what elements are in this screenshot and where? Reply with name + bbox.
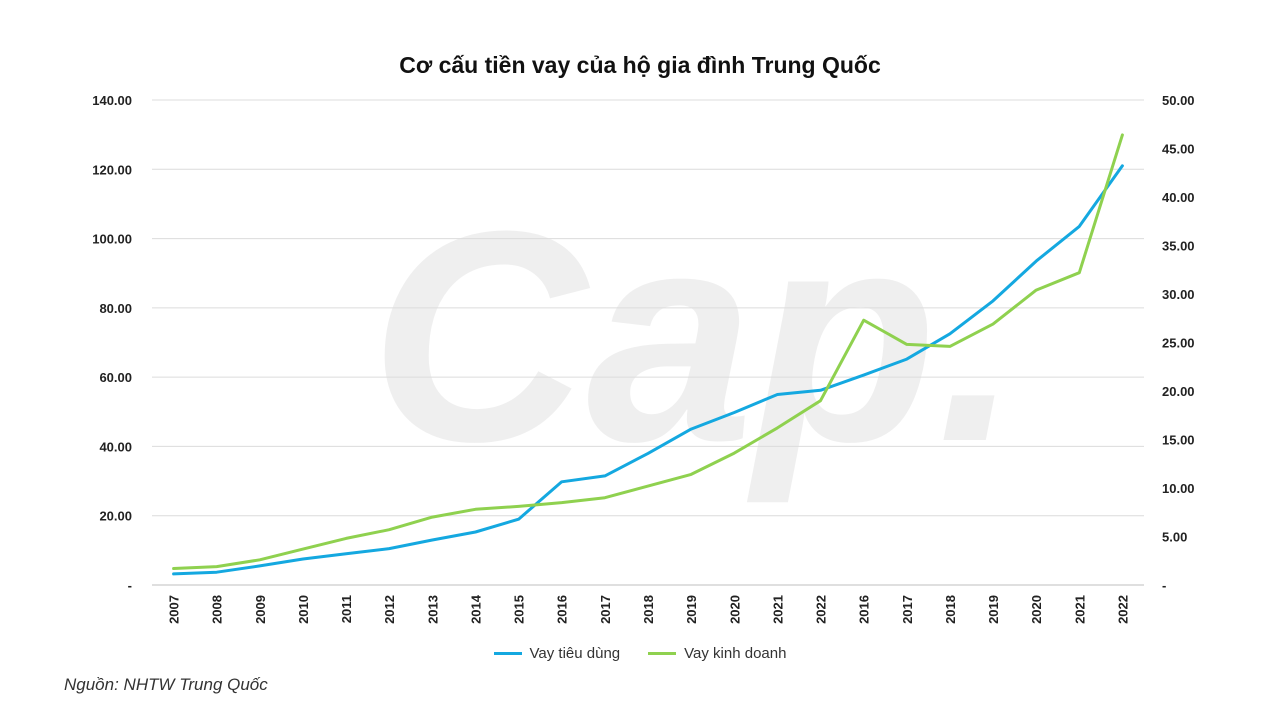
legend: Vay tiêu dùng Vay kinh doanh [0, 645, 1280, 662]
x-axis: 2007 2008 2009 2010 2011 2012 2013 2014 2015 2016… [167, 594, 1131, 624]
left-tick-label: 20.00 [99, 509, 132, 524]
watermark-logo: Cap. [370, 168, 1020, 506]
left-tick-label: - [128, 578, 132, 593]
right-tick-label: 30.00 [1162, 287, 1195, 302]
left-axis: - 20.00 40.00 60.00 80.00 100.00 120.00 140.00 [92, 93, 132, 593]
series-line-business-loans [172, 133, 1124, 570]
x-tick-label: 2022 [1115, 595, 1130, 624]
left-tick-label: 80.00 [99, 301, 132, 316]
x-tick-label: 2012 [382, 595, 397, 624]
right-tick-label: 40.00 [1162, 190, 1195, 205]
source-note: Nguồn: NHTW Trung Quốc [64, 675, 268, 694]
x-tick-label: 2021 [770, 595, 785, 624]
x-tick-label: 2013 [425, 595, 440, 624]
x-tick-label: 2014 [468, 594, 483, 624]
right-tick-label: 15.00 [1162, 433, 1195, 448]
right-tick-label: 20.00 [1162, 384, 1195, 399]
legend-swatch-business-loans [648, 652, 677, 655]
x-tick-label: 2019 [986, 595, 1001, 624]
x-tick-label: 2017 [598, 595, 613, 624]
x-tick-label: 2021 [1072, 595, 1087, 624]
x-tick-label: 2015 [512, 595, 527, 624]
x-tick-label: 2020 [727, 595, 742, 624]
x-tick-label: 2018 [943, 595, 958, 624]
left-tick-label: 40.00 [99, 439, 132, 454]
series-layer [172, 133, 1124, 576]
gridlines [152, 99, 1144, 586]
chart-title: Cơ cấu tiền vay của hộ gia đình Trung Qu… [399, 52, 881, 78]
x-tick-label: 2009 [253, 595, 268, 624]
right-tick-label: 45.00 [1162, 142, 1195, 157]
x-tick-label: 2018 [641, 595, 656, 624]
left-tick-label: 120.00 [92, 162, 132, 177]
x-tick-label: 2020 [1029, 595, 1044, 624]
x-tick-label: 2010 [296, 595, 311, 624]
series-line-consumer-loans [172, 164, 1124, 576]
right-tick-label: 25.00 [1162, 336, 1195, 351]
right-tick-label: - [1162, 578, 1166, 593]
right-tick-label: 10.00 [1162, 481, 1195, 496]
left-tick-label: 60.00 [99, 370, 132, 385]
x-tick-label: 2016 [555, 595, 570, 624]
right-axis: - 5.00 10.00 15.00 20.00 25.00 30.00 35.00 40.00… [1162, 93, 1195, 593]
left-tick-label: 140.00 [92, 93, 132, 108]
right-tick-label: 35.00 [1162, 239, 1195, 254]
right-tick-label: 5.00 [1162, 530, 1187, 545]
x-tick-label: 2011 [339, 595, 354, 623]
x-tick-label: 2008 [210, 595, 225, 624]
x-tick-label: 2007 [167, 595, 182, 624]
legend-label-business-loans: Vay kinh doanh [684, 645, 787, 662]
legend-label-consumer-loans: Vay tiêu dùng [529, 645, 621, 662]
legend-item-business-loans: Vay kinh doanh [648, 645, 786, 662]
left-tick-label: 100.00 [92, 232, 132, 247]
x-tick-label: 2022 [814, 595, 829, 624]
legend-item-consumer-loans: Vay tiêu dùng [493, 645, 621, 662]
x-tick-label: 2019 [684, 595, 699, 624]
x-tick-label: 2017 [900, 595, 915, 624]
right-tick-label: 50.00 [1162, 93, 1195, 108]
legend-swatch-consumer-loans [493, 652, 522, 655]
x-tick-label: 2016 [857, 595, 872, 624]
watermark-text: Cap. [370, 168, 1020, 506]
